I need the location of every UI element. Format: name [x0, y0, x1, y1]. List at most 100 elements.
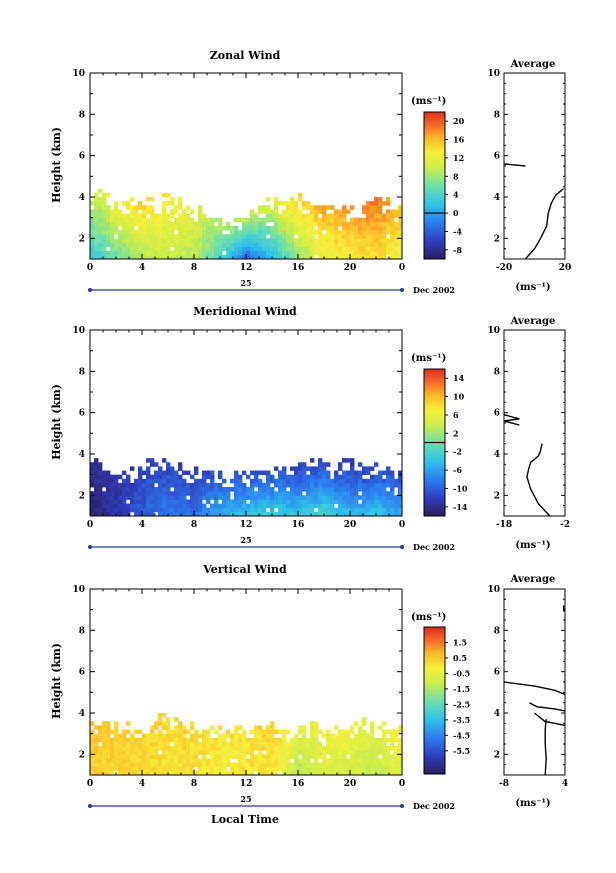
- heatmap-cell: [126, 758, 131, 763]
- heatmap-cell: [382, 254, 387, 260]
- heatmap-cell: [370, 482, 375, 488]
- heatmap-cell: [386, 491, 391, 496]
- heatmap-cell: [318, 478, 323, 484]
- heatmap-cell: [102, 746, 107, 751]
- heatmap-cell: [326, 487, 331, 492]
- heatmap-cell: [166, 478, 171, 484]
- heatmap-cell: [154, 733, 159, 739]
- heatmap-cell: [90, 729, 95, 735]
- heatmap-cell: [98, 729, 103, 735]
- heatmap-cell: [310, 491, 315, 496]
- heatmap-cell: [210, 511, 215, 517]
- heatmap-cell: [114, 721, 119, 726]
- heatmap-cell: [186, 238, 191, 243]
- heatmap-cell: [354, 721, 359, 726]
- heatmap-cell: [110, 746, 115, 751]
- heatmap-cell: [190, 238, 195, 243]
- heatmap-cell: [310, 737, 315, 743]
- heatmap-cell: [222, 254, 227, 260]
- heatmap-cell: [338, 478, 343, 484]
- heatmap-cell: [238, 737, 243, 743]
- heatmap-cell: [394, 238, 399, 243]
- heatmap-cell: [238, 246, 243, 252]
- heatmap-cell: [150, 733, 155, 739]
- heatmap-cell: [158, 250, 163, 256]
- heatmap-cell: [342, 741, 347, 747]
- heatmap-cell: [186, 217, 191, 223]
- heatmap-cell: [94, 225, 99, 231]
- heatmap-cell: [398, 482, 403, 488]
- heatmap-cell: [206, 238, 211, 243]
- heatmap-cell: [202, 470, 207, 476]
- heatmap-cell: [306, 230, 311, 235]
- heatmap-cell: [350, 234, 355, 239]
- heatmap-cell: [114, 250, 119, 256]
- heatmap-cell: [278, 238, 283, 243]
- heatmap-cell: [350, 217, 355, 223]
- heatmap-cell: [150, 482, 155, 488]
- heatmap-cell: [146, 470, 151, 476]
- heatmap-cell: [290, 217, 295, 223]
- heatmap-cell: [102, 729, 107, 735]
- heatmap-cell: [94, 750, 99, 755]
- heatmap-cell: [258, 470, 263, 476]
- heatmap-cell: [182, 770, 187, 776]
- heatmap-cell: [282, 482, 287, 488]
- heatmap-cell: [170, 750, 175, 755]
- profile-y-tick-label: 2: [494, 750, 500, 760]
- heatmap-cell: [186, 737, 191, 743]
- heatmap-cell: [278, 758, 283, 763]
- heatmap-cell: [290, 482, 295, 488]
- heatmap-cell: [190, 754, 195, 759]
- heatmap-cell: [90, 478, 95, 484]
- heatmap-cell: [166, 201, 171, 206]
- heatmap-cell: [302, 201, 307, 206]
- heatmap-cell: [378, 491, 383, 496]
- heatmap-cell: [102, 234, 107, 239]
- x-axis-ticks: 0 4 8 12 16 20 0: [87, 73, 405, 273]
- x-axis-label: Local Time: [211, 813, 279, 826]
- heatmap-cell: [310, 238, 315, 243]
- heatmap-cell: [190, 507, 195, 513]
- heatmap-cell: [242, 503, 247, 509]
- heatmap-cell: [158, 221, 163, 227]
- heatmap-cell: [170, 238, 175, 243]
- heatmap-cell: [266, 238, 271, 243]
- heatmap-cell: [370, 750, 375, 755]
- heatmap-cell: [234, 246, 239, 252]
- heatmap-cell: [106, 230, 111, 235]
- colorbar-tick-label: -4: [453, 226, 462, 236]
- heatmap-cell: [314, 478, 319, 484]
- heatmap-cell: [170, 474, 175, 480]
- heatmap-cell: [338, 495, 343, 500]
- heatmap-cell: [134, 487, 139, 492]
- heatmap-cell: [274, 746, 279, 751]
- heatmap-cell: [358, 766, 363, 772]
- heatmap-cell: [98, 507, 103, 513]
- heatmap-cell: [206, 729, 211, 735]
- heatmap-cell: [318, 230, 323, 235]
- heatmap-cell: [194, 507, 199, 513]
- heatmap-cell: [366, 234, 371, 239]
- heatmap-cell: [314, 762, 319, 768]
- x-tick-label: 4: [139, 779, 145, 789]
- heatmap-cell: [322, 733, 327, 739]
- heatmap-cell: [94, 495, 99, 500]
- heatmap-cell: [266, 511, 271, 517]
- heatmap-cell: [346, 758, 351, 763]
- heatmap-cell: [358, 754, 363, 759]
- heatmap-cell: [138, 234, 143, 239]
- heatmap-cell: [226, 503, 231, 509]
- heatmap-cell: [94, 746, 99, 751]
- heatmap-cell: [230, 242, 235, 247]
- heatmap-cell: [374, 487, 379, 492]
- heatmap-cell: [330, 733, 335, 739]
- heatmap-cell: [394, 746, 399, 751]
- heatmap-cell: [262, 246, 267, 252]
- heatmap-cell: [138, 737, 143, 743]
- heatmap-cell: [294, 470, 299, 476]
- heatmap-cell: [222, 733, 227, 739]
- heatmap-cell: [342, 217, 347, 223]
- heatmap-cell: [370, 766, 375, 772]
- heatmap-cell: [186, 234, 191, 239]
